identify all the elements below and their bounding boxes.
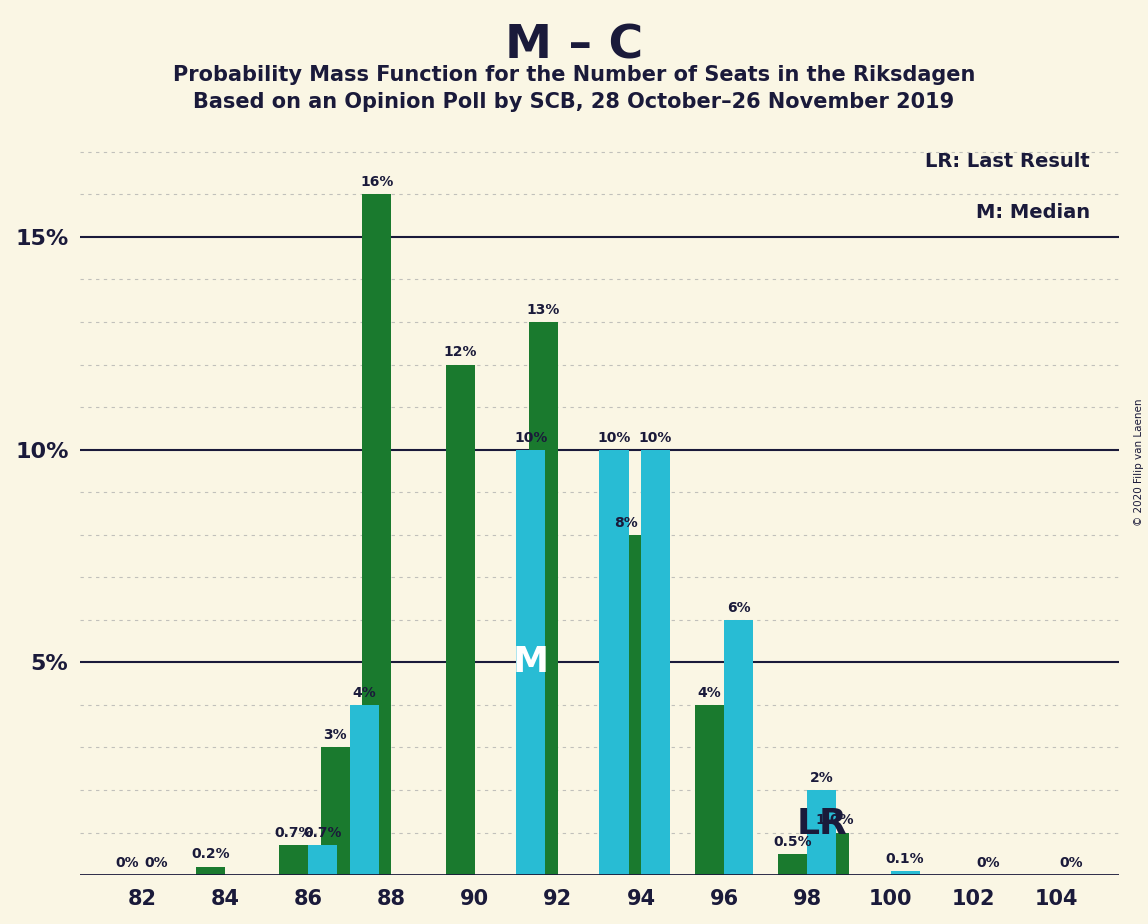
Text: 2%: 2%: [810, 771, 833, 784]
Bar: [350, 705, 379, 875]
Text: 16%: 16%: [360, 176, 394, 189]
Bar: [807, 790, 837, 875]
Text: 10%: 10%: [514, 431, 548, 444]
Bar: [724, 620, 753, 875]
Text: 0.7%: 0.7%: [274, 826, 313, 840]
Bar: [891, 870, 920, 875]
Bar: [599, 450, 628, 875]
Text: 12%: 12%: [443, 346, 476, 359]
Text: 10%: 10%: [597, 431, 630, 444]
Text: 0.1%: 0.1%: [886, 852, 924, 866]
Text: 13%: 13%: [527, 303, 560, 317]
Text: LR: Last Result: LR: Last Result: [925, 152, 1091, 171]
Bar: [445, 365, 474, 875]
Text: M: M: [513, 645, 549, 679]
Bar: [820, 833, 848, 875]
Text: 0.5%: 0.5%: [774, 834, 812, 849]
Text: Probability Mass Function for the Number of Seats in the Riksdagen: Probability Mass Function for the Number…: [173, 65, 975, 85]
Text: 1.0%: 1.0%: [815, 813, 854, 828]
Bar: [529, 322, 558, 875]
Text: Based on an Opinion Poll by SCB, 28 October–26 November 2019: Based on an Opinion Poll by SCB, 28 Octo…: [193, 92, 955, 113]
Text: M – C: M – C: [505, 23, 643, 68]
Text: 0%: 0%: [1060, 856, 1084, 870]
Bar: [363, 194, 391, 875]
Bar: [695, 705, 724, 875]
Text: 0.7%: 0.7%: [303, 826, 342, 840]
Text: 6%: 6%: [727, 601, 751, 614]
Text: 0%: 0%: [116, 856, 139, 870]
Bar: [641, 450, 670, 875]
Bar: [196, 867, 225, 875]
Text: 0%: 0%: [145, 856, 169, 870]
Text: 3%: 3%: [324, 728, 347, 742]
Bar: [279, 845, 309, 875]
Text: 10%: 10%: [639, 431, 673, 444]
Bar: [612, 535, 641, 875]
Text: 8%: 8%: [614, 516, 638, 529]
Text: LR: LR: [797, 807, 847, 841]
Bar: [517, 450, 545, 875]
Text: 0.2%: 0.2%: [192, 847, 230, 861]
Bar: [320, 748, 350, 875]
Text: 4%: 4%: [352, 686, 377, 699]
Bar: [309, 845, 338, 875]
Text: 0%: 0%: [977, 856, 1000, 870]
Text: © 2020 Filip van Laenen: © 2020 Filip van Laenen: [1134, 398, 1143, 526]
Bar: [778, 854, 807, 875]
Text: 4%: 4%: [698, 686, 721, 699]
Text: M: Median: M: Median: [976, 203, 1091, 222]
